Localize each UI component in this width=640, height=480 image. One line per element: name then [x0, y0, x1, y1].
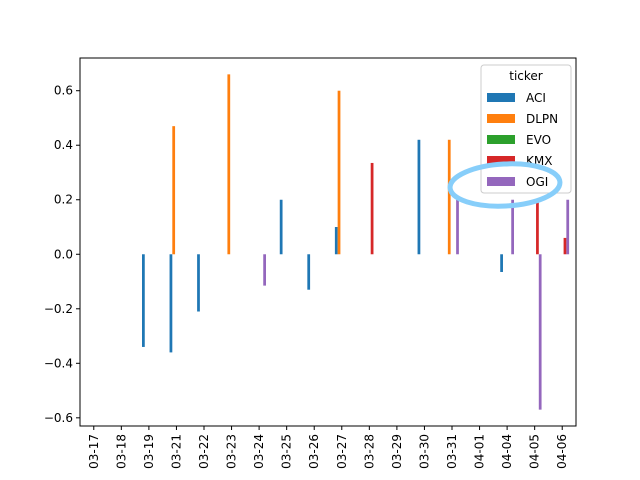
x-tick-label: 03-25 [280, 434, 294, 469]
legend-label-dlpn: DLPN [526, 112, 558, 126]
bar-kmx-04-06 [563, 237, 567, 255]
bar-ogi-03-31 [456, 199, 459, 255]
bar-aci-03-26 [307, 254, 311, 290]
y-axis: 0.6 0.4 0.2 0.0 −0.2 −0.4 −0.6 [44, 84, 80, 425]
legend-swatch-evo [487, 135, 515, 144]
y-tick-label: −0.2 [44, 302, 73, 316]
x-tick-label: 04-01 [473, 434, 487, 469]
bar-dlpn-03-21 [172, 126, 176, 255]
y-tick-label: 0.6 [54, 84, 73, 98]
legend-swatch-kmx [487, 156, 515, 165]
bar-kmx-03-28 [370, 162, 374, 255]
legend-label-ogi: OGI [526, 175, 548, 189]
x-tick-label: 03-30 [417, 434, 431, 469]
bar-ogi-03-24 [263, 254, 266, 286]
bar-aci-03-25 [279, 199, 283, 255]
x-tick-label: 03-22 [197, 434, 211, 469]
bar-ogi-04-05 [538, 254, 542, 410]
bar-aci-03-27 [334, 227, 338, 255]
bar-aci-03-22 [197, 254, 200, 312]
bar-dlpn-03-27 [337, 90, 341, 255]
y-tick-label: 0.0 [54, 247, 73, 261]
x-tick-label: 03-19 [142, 434, 156, 469]
x-axis: 03-17 03-18 03-19 03-21 03-22 03-23 03-24 03-25… [87, 426, 569, 469]
x-tick-label: 03-26 [307, 434, 321, 469]
x-tick-label: 04-04 [500, 434, 514, 469]
x-tick-label: 04-05 [528, 434, 542, 469]
x-tick-label: 03-17 [87, 434, 101, 469]
x-tick-label: 03-18 [114, 434, 128, 469]
bar-aci-03-30 [417, 139, 421, 255]
legend-swatch-dlpn [487, 114, 515, 123]
x-tick-label: 03-31 [445, 434, 459, 469]
legend-swatch-aci [487, 93, 515, 102]
x-tick-label: 03-27 [335, 434, 349, 469]
annotation-ellipse [447, 161, 563, 209]
x-tick-label: 03-21 [169, 434, 183, 469]
legend-swatch-ogi [487, 177, 515, 186]
bar-dlpn-03-31 [447, 139, 451, 255]
x-tick-label: 04-06 [555, 434, 569, 469]
bar-ogi-04-04 [511, 199, 514, 255]
x-tick-label: 03-28 [362, 434, 376, 469]
legend-title: ticker [509, 69, 543, 83]
bar-kmx-04-05 [536, 202, 539, 255]
x-tick-label: 03-23 [225, 434, 239, 469]
y-tick-label: 0.4 [54, 138, 73, 152]
bar-dlpn-03-23 [227, 74, 231, 255]
bars-group [142, 74, 570, 410]
x-tick-label: 03-24 [252, 434, 266, 469]
legend-label-aci: ACI [526, 91, 546, 105]
bar-aci-03-21 [169, 254, 173, 353]
y-tick-label: −0.4 [44, 356, 73, 370]
bar-aci-03-19 [142, 254, 145, 347]
legend-label-evo: EVO [526, 133, 551, 147]
y-tick-label: −0.6 [44, 411, 73, 425]
bar-ogi-04-06 [566, 199, 570, 255]
y-tick-label: 0.2 [54, 193, 73, 207]
x-tick-label: 03-29 [390, 434, 404, 469]
bar-aci-04-04 [500, 254, 503, 272]
